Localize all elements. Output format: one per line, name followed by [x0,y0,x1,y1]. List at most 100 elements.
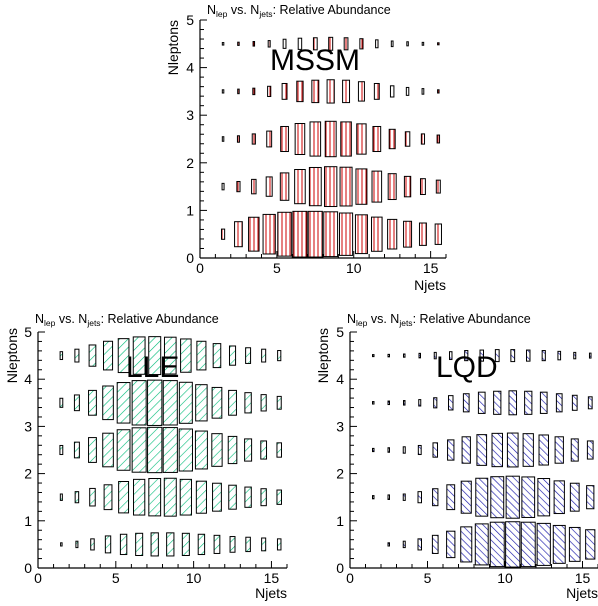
y-tick-label: 0 [336,560,344,576]
data-box [586,440,594,460]
data-box [326,79,335,104]
data-box [228,345,237,366]
data-box [371,216,383,252]
data-box [405,86,410,96]
plot-area: 0 5 10 15 0 1 2 3 4 5 [186,12,447,276]
panel-label: MSSM [270,44,360,77]
data-box [586,485,595,510]
data-box [162,380,178,426]
data-box [522,433,534,467]
data-box [276,489,282,505]
data-box [73,394,80,412]
data-box [148,336,162,376]
data-box [387,494,390,500]
y-tick-label: 2 [24,466,32,482]
data-box [307,210,323,258]
data-box [461,436,471,464]
data-box [446,530,456,559]
data-box [312,37,318,51]
data-box [251,178,257,195]
data-box [166,532,175,557]
data-box [417,444,422,456]
data-box [372,495,375,500]
data-box [102,385,114,421]
title-part: : Relative Abundance [273,3,391,17]
data-box [536,522,551,566]
data-box [133,478,146,516]
data-box [387,447,390,453]
x-tick-label: 5 [424,570,432,586]
title-part: : Relative Abundance [413,312,531,326]
data-box [418,352,421,359]
y-tick-label: 0 [24,560,32,576]
data-box [132,336,146,375]
data-box [261,537,267,552]
data-box [60,542,63,547]
data-box [339,166,353,207]
data-box [387,173,397,201]
data-box [475,477,489,517]
data-box [277,211,292,257]
y-tick-label: 4 [24,371,32,387]
data-box [260,488,267,507]
plot-area: 0 5 10 15 0 1 2 3 4 5 [24,324,288,586]
data-box [75,540,79,549]
data-box [357,81,365,102]
panel-title: Nlep vs. Njets: Relative Abundance [207,3,391,19]
x-tick-label: 0 [346,570,354,586]
data-box [236,180,241,193]
data-box [524,390,533,415]
y-axis-label: Nleptons [4,328,20,383]
data-box [59,351,64,361]
data-box [421,88,425,95]
data-box [276,442,282,458]
data-box [505,521,521,568]
data-box [557,350,562,361]
data-box [234,221,243,248]
x-tick-label: 5 [273,260,281,276]
data-box [147,426,163,474]
data-box [434,223,442,245]
data-box [505,475,520,519]
title-subscript: lep [44,318,56,328]
data-box [402,446,406,454]
data-box [280,125,289,153]
data-box [477,391,486,414]
data-box [537,478,551,517]
y-tick-label: 5 [336,324,344,340]
data-box [103,484,113,511]
data-box [389,85,395,98]
data-box [437,89,440,94]
y-tick-label: 3 [24,418,32,434]
data-box [244,392,252,414]
data-box [510,349,516,363]
data-box [196,340,207,371]
data-box [479,349,484,362]
data-box [387,353,390,358]
data-box [261,348,267,363]
title-part: vs. N [367,312,399,326]
data-box [324,120,337,158]
data-box [260,394,267,412]
title-subscript: jets [86,318,100,328]
data-box [587,396,593,410]
data-box [464,350,469,362]
data-box [421,41,425,46]
data-box [131,427,147,473]
x-tick-label: 5 [112,570,120,586]
data-box [433,397,438,409]
data-box [311,79,320,104]
data-box [163,336,177,375]
data-box [447,395,454,411]
data-box [588,352,592,359]
panel-lqd: Nlep vs. Njets: Relative Abundance 0 5 10 1… [315,312,598,601]
data-box [493,390,502,415]
title-part: : Relative Abundance [101,312,219,326]
x-tick-label: 10 [497,570,513,586]
data-box [432,442,439,458]
data-box [88,344,97,367]
x-tick-label: 15 [423,260,439,276]
data-box [390,40,394,48]
data-box [418,399,422,407]
